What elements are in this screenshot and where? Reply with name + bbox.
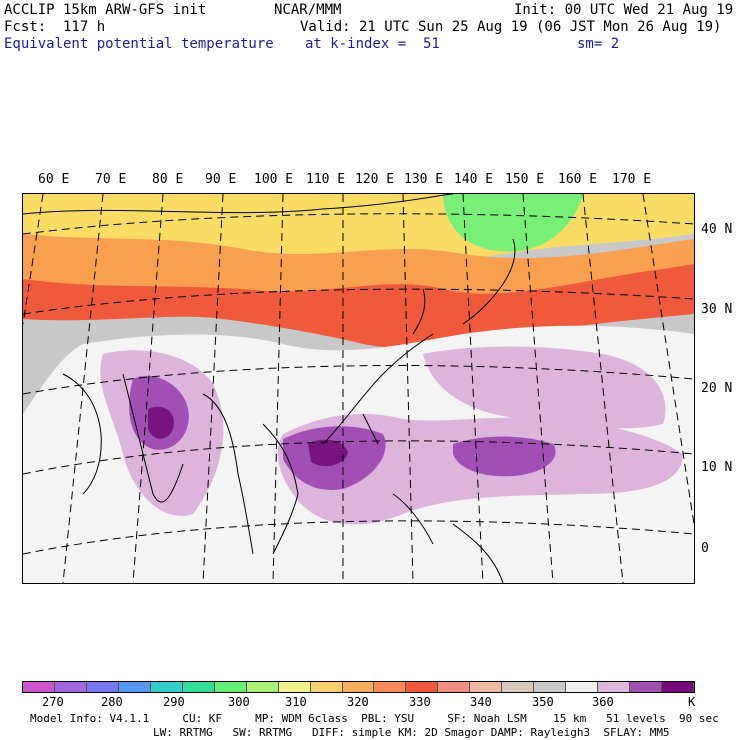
longitude-label: 130 E (404, 172, 444, 187)
latitude-label: 20 N (701, 381, 733, 396)
colorbar-swatch (54, 682, 87, 692)
colorbar-label: 360 (592, 695, 614, 709)
colorbar-label: 280 (101, 695, 123, 709)
colorbar-swatch (438, 682, 471, 692)
colorbar-swatch (598, 682, 631, 692)
latitude-label: 0 (701, 541, 709, 556)
smoothing-label: sm= 2 (577, 36, 620, 52)
colorbar-swatch (23, 682, 55, 692)
longitude-label: 120 E (355, 172, 395, 187)
latitude-label: 30 N (701, 302, 733, 317)
init-time: Init: 00 UTC Wed 21 Aug 19 (514, 2, 734, 18)
colorbar-swatch (342, 682, 375, 692)
colorbar-swatch (534, 682, 567, 692)
colorbar-label: 290 (163, 695, 185, 709)
longitude-label: 60 E (38, 172, 70, 187)
red-band (23, 264, 694, 349)
latitude-label: 40 N (701, 222, 733, 237)
coastlines (22, 193, 516, 584)
colorbar-label: 350 (532, 695, 554, 709)
colorbar-swatch (150, 682, 183, 692)
colorbar-label: 330 (409, 695, 431, 709)
longitude-label: 110 E (306, 172, 346, 187)
colorbar-swatch (406, 682, 439, 692)
valid-time: Valid: 21 UTC Sun 25 Aug 19 (06 JST Mon … (300, 19, 722, 35)
colorbar-swatch (502, 682, 535, 692)
colorbar-swatch (566, 682, 599, 692)
longitude-label: 170 E (612, 172, 652, 187)
colorbar-swatch (246, 682, 279, 692)
colorbar-swatch (182, 682, 215, 692)
map-canvas (22, 193, 695, 584)
colorbar-label: 320 (347, 695, 369, 709)
org-label: NCAR/MMM (274, 2, 342, 18)
colorbar-swatch (86, 682, 119, 692)
colorbar-label: 270 (42, 695, 64, 709)
longitude-label: 100 E (254, 172, 294, 187)
longitude-label: 160 E (558, 172, 598, 187)
model-title: ACCLIP 15km ARW-GFS init (4, 2, 207, 18)
latitude-label: 10 N (701, 460, 733, 475)
colorbar-swatch (630, 682, 663, 692)
field-name: Equivalent potential temperature (4, 36, 274, 52)
longitude-label: 90 E (205, 172, 237, 187)
green-patch (443, 194, 583, 252)
longitude-label: 70 E (95, 172, 127, 187)
level-label: at k-index = 51 (305, 36, 440, 52)
colorbar-swatch (310, 682, 343, 692)
longitude-label: 80 E (152, 172, 184, 187)
colorbar-label: 310 (285, 695, 307, 709)
colorbar-swatch (118, 682, 151, 692)
forecast-hour: Fcst: 117 h (4, 19, 106, 35)
longitude-label: 150 E (505, 172, 545, 187)
colorbar-label: K (688, 695, 696, 709)
colorbar-swatch (662, 682, 695, 692)
colorbar-label: 300 (228, 695, 250, 709)
colorbar-label: 340 (470, 695, 492, 709)
model-info-line: Model Info: V4.1.1 CU: KF MP: WDM 6class… (30, 712, 719, 725)
colorbar-swatch (470, 682, 503, 692)
graticule (22, 193, 695, 584)
colorbar-swatch (278, 682, 311, 692)
colorbar (22, 681, 695, 693)
purple-dark-scs (308, 439, 348, 467)
longitude-label: 140 E (454, 172, 494, 187)
purple-mid-pacific (453, 436, 556, 477)
colorbar-swatch (214, 682, 247, 692)
map-panel (22, 193, 695, 584)
colorbar-swatch (374, 682, 407, 692)
physics-info-line: LW: RRTMG SW: RRTMG DIFF: simple KM: 2D … (153, 726, 670, 739)
purple-dark-core (148, 406, 174, 439)
